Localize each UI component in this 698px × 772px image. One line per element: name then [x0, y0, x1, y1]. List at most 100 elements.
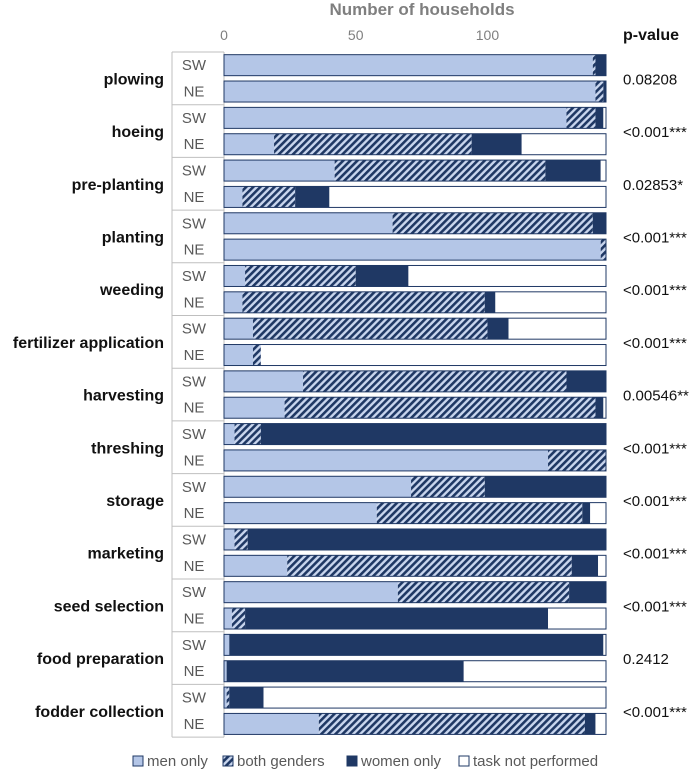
p-value-label: <0.001***: [623, 440, 687, 457]
bar-segment-men-only: [224, 528, 235, 550]
region-label: NE: [184, 136, 205, 153]
p-value-label: <0.001***: [623, 598, 687, 615]
legend-label-men-only: men only: [147, 753, 208, 770]
bar-outline: [223, 449, 607, 472]
bar-segment-not-performed: [595, 713, 606, 735]
region-label: NE: [184, 400, 205, 417]
region-label: SW: [182, 637, 207, 654]
bar-outline: [223, 106, 607, 129]
bar-outline: [223, 423, 607, 446]
bar-segment-men-only: [224, 107, 567, 129]
region-label: NE: [184, 84, 205, 101]
legend-swatch-both-genders: [222, 755, 234, 767]
bar-segment-not-performed: [329, 186, 606, 208]
p-value-label: 0.02853*: [623, 177, 683, 194]
bar-segment-men-only: [224, 291, 243, 313]
bar-segment-both-genders: [592, 54, 596, 76]
bar-segment-both-genders: [274, 133, 472, 155]
bar-segment-not-performed: [521, 133, 606, 155]
bar-segment-not-performed: [590, 502, 606, 524]
p-value-header: p-value: [623, 27, 679, 44]
bar-outline: [223, 370, 607, 393]
bar-segment-women-only: [566, 370, 606, 392]
bar-segment-men-only: [224, 265, 246, 287]
region-label: NE: [184, 242, 205, 259]
bar-segment-women-only: [471, 133, 522, 155]
bar-segment-not-performed: [600, 160, 606, 182]
bar-segment-both-genders: [397, 581, 570, 603]
task-label: planting: [102, 229, 164, 246]
bar-segment-women-only: [595, 54, 606, 76]
bar-segment-men-only: [224, 133, 275, 155]
bar-segment-not-performed: [508, 318, 606, 340]
bar-segment-women-only: [260, 423, 606, 445]
bar-outline: [223, 54, 607, 77]
bar-segment-women-only: [584, 713, 596, 735]
bar-outline: [223, 528, 607, 551]
bar-segment-both-genders: [284, 397, 596, 419]
x-axis-title: Number of households: [329, 0, 514, 19]
bar-segment-men-only: [224, 555, 288, 577]
x-tick-label: 100: [476, 27, 500, 43]
bar-segment-not-performed: [603, 397, 606, 419]
task-label: pre-planting: [72, 177, 164, 194]
region-label: NE: [184, 663, 205, 680]
bar-segment-both-genders: [303, 370, 567, 392]
task-label: fodder collection: [35, 704, 164, 721]
region-label: NE: [184, 189, 205, 206]
bar-segment-not-performed: [603, 634, 606, 656]
p-value-label: <0.001***: [623, 124, 687, 141]
region-label: NE: [184, 505, 205, 522]
task-label: threshing: [91, 440, 164, 457]
bar-segment-women-only: [582, 502, 591, 524]
bar-segment-both-genders: [242, 291, 485, 313]
legend-label-women-only: women only: [360, 753, 442, 770]
bar-segment-both-genders: [252, 318, 488, 340]
task-label: food preparation: [37, 651, 164, 668]
region-label: SW: [182, 426, 207, 443]
region-label: SW: [182, 110, 207, 127]
bar-outline: [223, 238, 607, 261]
bar-segment-women-only: [245, 608, 549, 630]
bar-segment-both-genders: [600, 239, 606, 261]
bar-outline: [223, 264, 607, 287]
bar-segment-men-only: [224, 502, 377, 524]
bar-outline: [223, 554, 607, 577]
p-value-label: <0.001***: [623, 229, 687, 246]
p-value-label: 0.08208: [623, 71, 677, 88]
region-label: NE: [184, 294, 205, 311]
legend-label-not-performed: task not performed: [473, 753, 598, 770]
bar-outline: [223, 291, 607, 314]
bar-segment-men-only: [224, 476, 412, 498]
bar-segment-not-performed: [260, 344, 606, 366]
region-label: SW: [182, 479, 207, 496]
bar-segment-women-only: [226, 660, 464, 682]
bar-segment-both-genders: [231, 608, 246, 630]
bar-segment-women-only: [484, 291, 496, 313]
bar-segment-women-only: [571, 555, 599, 577]
bar-outline: [223, 475, 607, 498]
p-value-label: <0.001***: [623, 282, 687, 299]
bar-segment-men-only: [224, 212, 393, 234]
bar-segment-men-only: [224, 160, 335, 182]
bar-segment-women-only: [484, 476, 606, 498]
bar-outline: [223, 396, 607, 419]
bar-segment-men-only: [224, 687, 227, 709]
task-label: seed selection: [54, 598, 164, 615]
bar-segment-men-only: [224, 397, 285, 419]
bar-segment-men-only: [224, 186, 243, 208]
bar-segment-both-genders: [411, 476, 485, 498]
bar-outline: [223, 133, 607, 156]
bar-segment-both-genders: [595, 81, 604, 103]
bar-segment-women-only: [603, 81, 606, 103]
region-label: SW: [182, 321, 207, 338]
region-label: NE: [184, 611, 205, 628]
bar-outline: [223, 502, 607, 525]
bar-segment-both-genders: [287, 555, 572, 577]
bar-outline: [223, 607, 607, 630]
bar-segment-men-only: [224, 54, 593, 76]
task-label: storage: [106, 493, 164, 510]
bar-segment-men-only: [224, 81, 596, 103]
bar-segment-both-genders: [245, 265, 356, 287]
